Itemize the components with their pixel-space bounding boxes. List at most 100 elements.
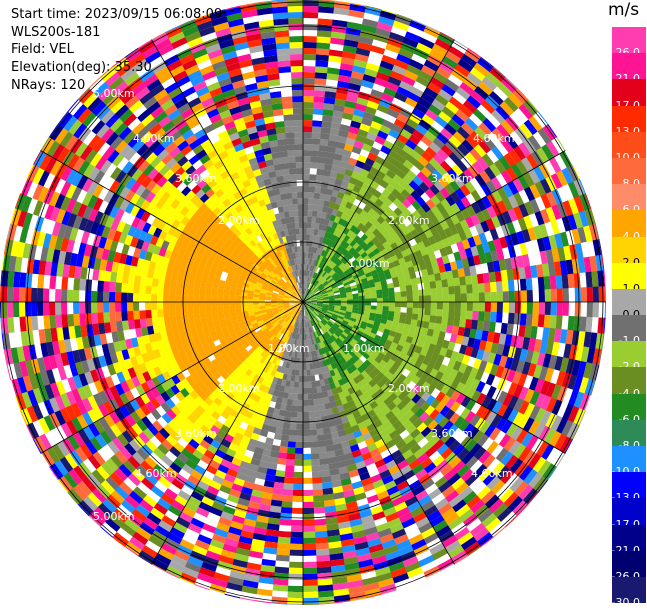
radar-gate (377, 298, 383, 302)
radar-gate (521, 290, 527, 302)
radar-gate (299, 370, 303, 376)
radar-gate (514, 313, 521, 325)
radar-gate (175, 288, 182, 295)
radar-gate (303, 240, 306, 246)
radar-gate (152, 278, 159, 287)
radar-gate (241, 299, 247, 302)
radar-gate (19, 301, 25, 316)
radar-gate (97, 302, 103, 313)
radar-gate (316, 54, 330, 61)
radar-gate (199, 296, 205, 302)
radar-gate (294, 376, 299, 382)
radar-gate (127, 283, 134, 293)
radar-gate (303, 30, 318, 36)
radar-gate (293, 388, 298, 394)
radar-gate (303, 102, 314, 108)
radar-gate (347, 302, 353, 305)
radar-gate (520, 313, 527, 325)
radar-gate (407, 302, 413, 308)
radar-gate (285, 465, 295, 472)
radar-gate (316, 169, 324, 176)
radar-gate (293, 472, 303, 478)
radar-gate (151, 309, 158, 318)
radar-gate (307, 388, 312, 394)
radar-gate (479, 292, 485, 302)
radar-gate (319, 145, 328, 152)
radar-gate (199, 291, 205, 297)
radar-gate (365, 298, 371, 302)
radar-gate (211, 306, 217, 311)
radar-gate (419, 302, 425, 309)
radar-gate (308, 210, 313, 216)
radar-gate (115, 302, 121, 312)
radar-gate (61, 276, 68, 289)
radar-gate (294, 382, 299, 388)
radar-gate (134, 319, 141, 329)
radar-gate (359, 302, 365, 305)
radar-gate (502, 280, 509, 291)
radar-gate (308, 204, 314, 210)
radar-gate (308, 198, 314, 204)
radar-gate (317, 30, 332, 37)
radar-gate (139, 285, 146, 294)
radar-gate (193, 302, 199, 308)
radar-gate (315, 543, 329, 550)
radar-gate (85, 290, 91, 302)
radar-gate (291, 526, 303, 532)
radar-gate (377, 302, 383, 306)
radar-gate (187, 290, 193, 297)
radar-gate (485, 292, 491, 302)
radar-gate (171, 322, 178, 330)
radar-gate (145, 310, 152, 319)
radar-gate (276, 464, 286, 471)
radar-gate (67, 289, 73, 302)
radar-gate (55, 289, 61, 302)
radar-gate (296, 430, 303, 436)
radar-gate (273, 578, 289, 585)
radar-gate (291, 405, 297, 411)
radar-gate (314, 405, 321, 412)
radar-gate (19, 287, 25, 302)
radar-gate (309, 174, 316, 181)
radar-gate (322, 421, 330, 428)
radar-gate (281, 501, 292, 508)
radar-gate (575, 287, 581, 302)
radar-gate (539, 302, 545, 315)
radar-gate (282, 489, 293, 496)
radar-gate (79, 278, 86, 290)
radar-gate (115, 282, 122, 293)
radar-gate (319, 458, 328, 465)
radar-gate (383, 297, 389, 302)
radar-gate (389, 292, 395, 297)
radar-gate (292, 490, 303, 496)
radar-gate (303, 156, 311, 162)
radar-gate (37, 274, 44, 289)
radar-gate (139, 310, 146, 319)
radar-gate (284, 477, 294, 484)
radar-gate (181, 289, 187, 296)
radar-gate (449, 294, 455, 302)
radar-gate (389, 302, 395, 307)
radar-gate (187, 296, 193, 302)
radar-gate (308, 399, 314, 405)
radar-gate (79, 313, 86, 325)
radar-gate (303, 204, 308, 210)
radar-gate (303, 60, 316, 66)
radar-gate (49, 314, 56, 328)
radar-gate (275, 555, 289, 562)
radar-gate (278, 531, 291, 538)
radar-gate (122, 320, 129, 330)
radar-gate (316, 428, 324, 435)
radar-gate (302, 562, 316, 568)
radar-gate (315, 181, 322, 188)
radar-gate (103, 312, 110, 323)
radar-gate (303, 168, 310, 174)
radar-gate (205, 297, 211, 302)
radar-gate (353, 302, 359, 305)
radar-gate (287, 592, 303, 598)
radar-gate (79, 302, 85, 314)
radar-gate (567, 316, 574, 331)
radar-gate (315, 537, 328, 544)
radar-gate (316, 422, 324, 429)
radar-gate (472, 311, 479, 321)
